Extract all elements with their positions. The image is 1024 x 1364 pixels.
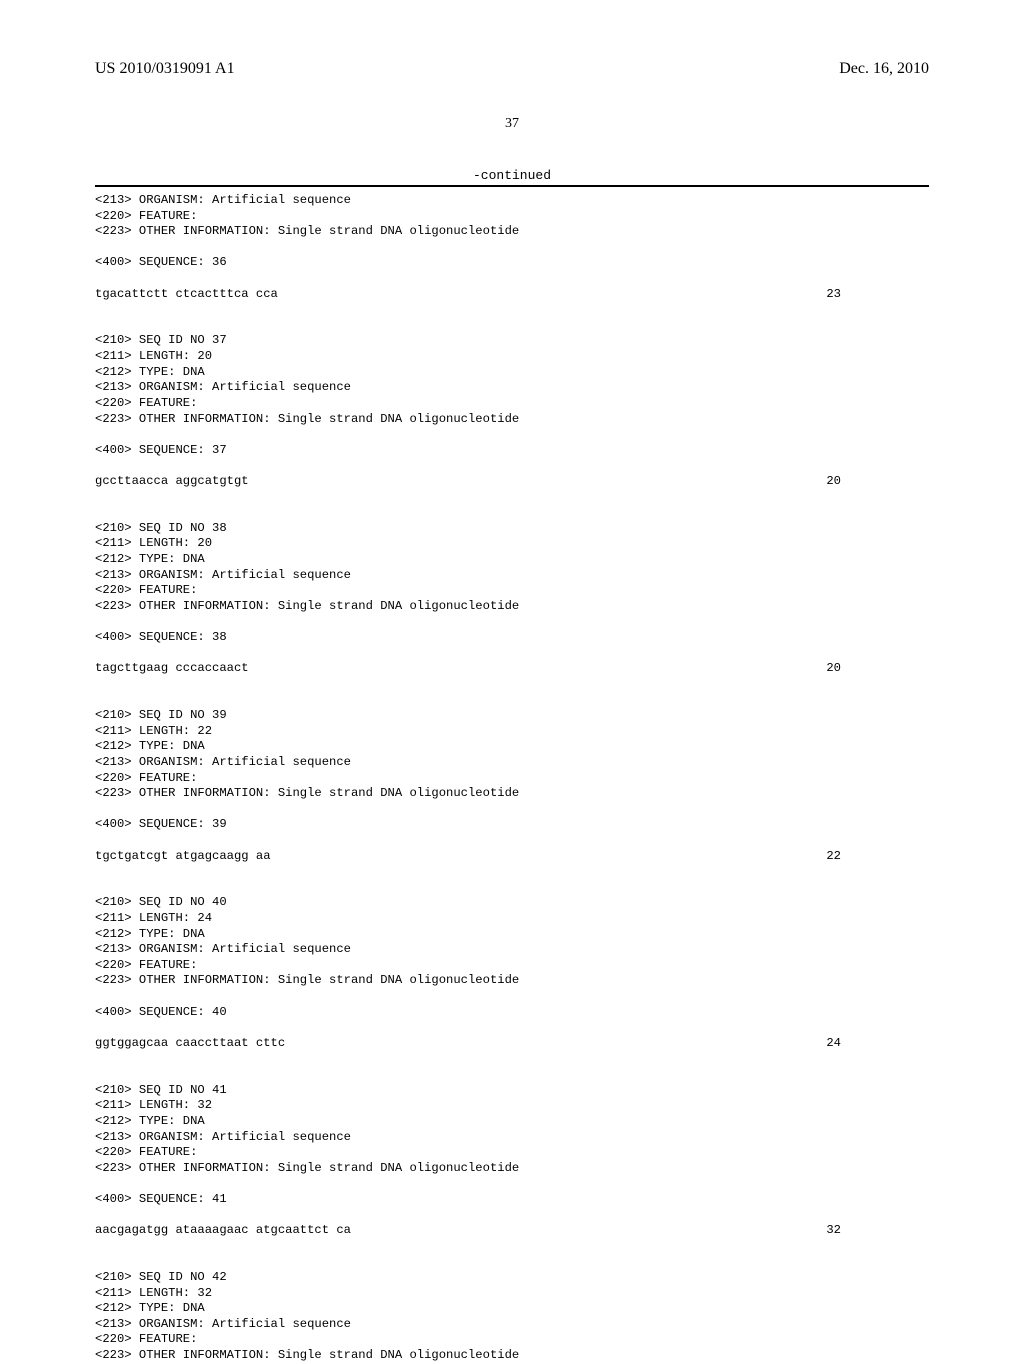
seq-line: <223> OTHER INFORMATION: Single strand D… [95, 1161, 929, 1177]
blank-line [95, 505, 929, 521]
blank-line [95, 1176, 929, 1192]
blank-line [95, 1067, 929, 1083]
blank-line [95, 1020, 929, 1036]
sequence-row: ggtggagcaa caaccttaat cttc 24 [95, 1036, 929, 1052]
seq-line: <211> LENGTH: 24 [95, 911, 929, 927]
seq-line: <223> OTHER INFORMATION: Single strand D… [95, 1348, 929, 1364]
sequence-listing: <213> ORGANISM: Artificial sequence<220>… [95, 193, 929, 1364]
seq-line: <210> SEQ ID NO 38 [95, 521, 929, 537]
seq-line: <212> TYPE: DNA [95, 739, 929, 755]
blank-line [95, 614, 929, 630]
blank-line [95, 989, 929, 1005]
sequence-length: 22 [826, 849, 929, 865]
seq-line: <223> OTHER INFORMATION: Single strand D… [95, 786, 929, 802]
seq-line: <212> TYPE: DNA [95, 927, 929, 943]
sequence-row: tgctgatcgt atgagcaagg aa 22 [95, 849, 929, 865]
sequence-row: gccttaacca aggcatgtgt 20 [95, 474, 929, 490]
seq-line: <210> SEQ ID NO 39 [95, 708, 929, 724]
seq-line: <212> TYPE: DNA [95, 552, 929, 568]
seq-line: <210> SEQ ID NO 37 [95, 333, 929, 349]
blank-line [95, 318, 929, 334]
sequence-row: aacgagatgg ataaaagaac atgcaattct ca 32 [95, 1223, 929, 1239]
seq-line: <400> SEQUENCE: 37 [95, 443, 929, 459]
seq-line: <211> LENGTH: 22 [95, 724, 929, 740]
seq-line: <220> FEATURE: [95, 1145, 929, 1161]
sequence-length: 20 [826, 474, 929, 490]
seq-line: <400> SEQUENCE: 41 [95, 1192, 929, 1208]
sequence-text: gccttaacca aggcatgtgt [95, 474, 249, 490]
page-container: US 2010/0319091 A1 Dec. 16, 2010 37 -con… [0, 0, 1024, 1320]
sequence-text: aacgagatgg ataaaagaac atgcaattct ca [95, 1223, 351, 1239]
publication-number: US 2010/0319091 A1 [95, 60, 235, 78]
seq-line: <211> LENGTH: 32 [95, 1286, 929, 1302]
sequence-length: 24 [826, 1036, 929, 1052]
seq-line: <400> SEQUENCE: 39 [95, 817, 929, 833]
sequence-length: 23 [826, 287, 929, 303]
seq-line: <213> ORGANISM: Artificial sequence [95, 755, 929, 771]
seq-line: <220> FEATURE: [95, 1332, 929, 1348]
seq-line: <210> SEQ ID NO 41 [95, 1083, 929, 1099]
blank-line [95, 302, 929, 318]
blank-line [95, 693, 929, 709]
blank-line [95, 1052, 929, 1068]
seq-line: <213> ORGANISM: Artificial sequence [95, 568, 929, 584]
seq-line: <223> OTHER INFORMATION: Single strand D… [95, 599, 929, 615]
seq-line: <213> ORGANISM: Artificial sequence [95, 942, 929, 958]
sequence-text: ggtggagcaa caaccttaat cttc [95, 1036, 285, 1052]
blank-line [95, 240, 929, 256]
seq-line: <211> LENGTH: 20 [95, 536, 929, 552]
page-number: 37 [95, 116, 929, 132]
seq-line: <210> SEQ ID NO 40 [95, 895, 929, 911]
seq-line: <223> OTHER INFORMATION: Single strand D… [95, 224, 929, 240]
seq-line: <211> LENGTH: 20 [95, 349, 929, 365]
blank-line [95, 271, 929, 287]
blank-line [95, 833, 929, 849]
blank-line [95, 1254, 929, 1270]
publication-date: Dec. 16, 2010 [839, 60, 929, 78]
blank-line [95, 646, 929, 662]
seq-line: <213> ORGANISM: Artificial sequence [95, 380, 929, 396]
seq-line: <213> ORGANISM: Artificial sequence [95, 1130, 929, 1146]
seq-line: <220> FEATURE: [95, 771, 929, 787]
blank-line [95, 1208, 929, 1224]
sequence-text: tgacattctt ctcactttca cca [95, 287, 278, 303]
blank-line [95, 427, 929, 443]
seq-line: <213> ORGANISM: Artificial sequence [95, 193, 929, 209]
sequence-text: tgctgatcgt atgagcaagg aa [95, 849, 271, 865]
seq-line: <212> TYPE: DNA [95, 1301, 929, 1317]
seq-line: <220> FEATURE: [95, 209, 929, 225]
seq-line: <211> LENGTH: 32 [95, 1098, 929, 1114]
seq-line: <213> ORGANISM: Artificial sequence [95, 1317, 929, 1333]
seq-line: <220> FEATURE: [95, 396, 929, 412]
blank-line [95, 490, 929, 506]
blank-line [95, 458, 929, 474]
seq-line: <223> OTHER INFORMATION: Single strand D… [95, 412, 929, 428]
continued-label: -continued [95, 168, 929, 183]
blank-line [95, 802, 929, 818]
seq-line: <210> SEQ ID NO 42 [95, 1270, 929, 1286]
seq-line: <223> OTHER INFORMATION: Single strand D… [95, 973, 929, 989]
seq-line: <212> TYPE: DNA [95, 1114, 929, 1130]
seq-line: <400> SEQUENCE: 40 [95, 1005, 929, 1021]
blank-line [95, 880, 929, 896]
sequence-length: 32 [826, 1223, 929, 1239]
seq-line: <220> FEATURE: [95, 583, 929, 599]
page-header: US 2010/0319091 A1 Dec. 16, 2010 [95, 60, 929, 78]
blank-line [95, 1239, 929, 1255]
sequence-length: 20 [826, 661, 929, 677]
seq-line: <220> FEATURE: [95, 958, 929, 974]
blank-line [95, 677, 929, 693]
blank-line [95, 864, 929, 880]
divider-top [95, 185, 929, 187]
sequence-row: tgacattctt ctcactttca cca 23 [95, 287, 929, 303]
seq-line: <212> TYPE: DNA [95, 365, 929, 381]
sequence-row: tagcttgaag cccaccaact 20 [95, 661, 929, 677]
sequence-text: tagcttgaag cccaccaact [95, 661, 249, 677]
seq-line: <400> SEQUENCE: 38 [95, 630, 929, 646]
seq-line: <400> SEQUENCE: 36 [95, 255, 929, 271]
